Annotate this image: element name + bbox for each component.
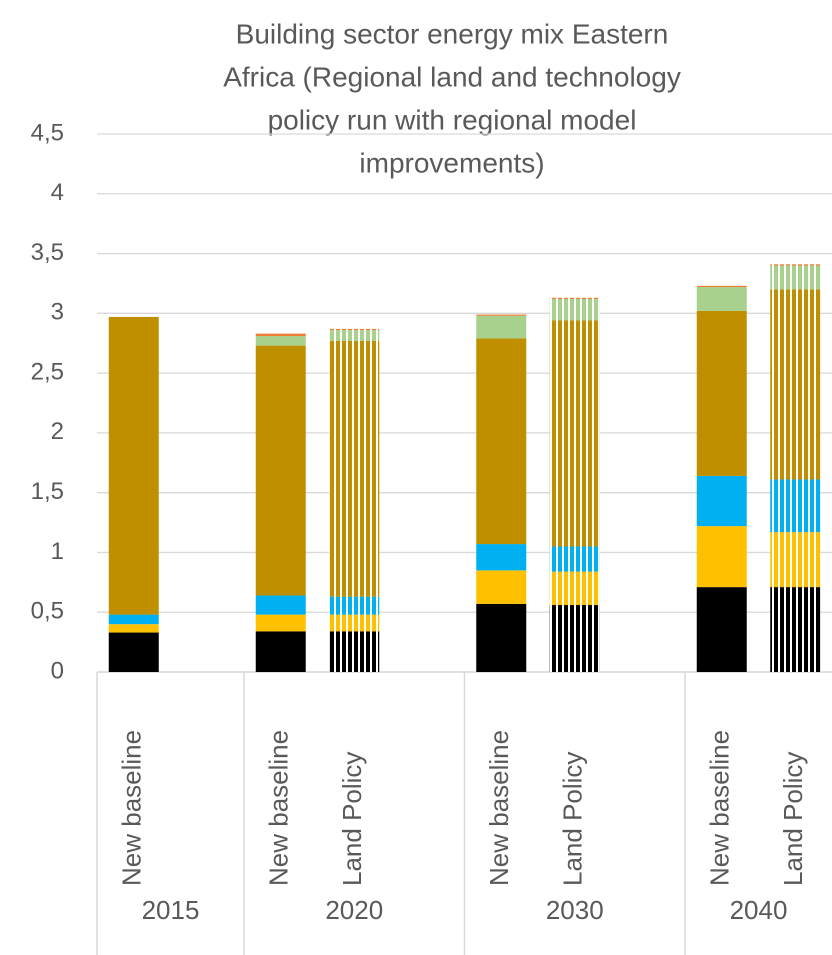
bar-segment [476,544,527,571]
bar-segment [108,614,159,625]
y-tick-label: 3 [51,299,64,326]
bar-segment [108,632,159,672]
bar-segment [255,595,306,615]
bar-segment [696,587,747,672]
bar-segment [255,345,306,596]
bar-segment [108,624,159,633]
bar-hatch [770,264,821,266]
bar-hatch [549,298,600,321]
bar-hatch [329,340,380,597]
bar-hatch [549,320,600,547]
bar-hatch [549,605,600,672]
y-tick-label: 0 [51,657,64,684]
bar-segment [696,310,747,476]
bar-hatch [329,596,380,615]
bar-hatch [329,328,380,331]
group-label: 2020 [325,895,383,925]
bar-segment [696,526,747,588]
y-tick-label: 1 [51,538,64,565]
bar-hatch [329,330,380,341]
chart-title: policy run with regional model [268,104,637,135]
group-label: 2040 [730,895,788,925]
bar-hatch [770,532,821,588]
chart-title: improvements) [359,147,544,178]
bar-segment [476,315,527,339]
bar-segment [255,336,306,346]
bar-hatch [549,571,600,606]
bar-segment [696,287,747,311]
bar-segment [108,316,159,615]
y-tick-label: 2 [51,418,64,445]
bar-hatch [549,297,600,299]
x-tick-label: Land Policy [558,752,588,886]
y-tick-label: 0,5 [31,598,64,625]
bar-segment [476,603,527,672]
chart-title: Africa (Regional land and technology [223,61,681,92]
bar-segment [255,631,306,672]
y-tick-label: 3,5 [31,239,64,266]
x-tick-label: Land Policy [337,752,367,886]
bar-segment [476,338,527,545]
x-tick-label: New baseline [117,730,147,886]
bar-hatch [770,289,821,480]
x-tick-label: New baseline [484,730,514,886]
bar-hatch [770,587,821,672]
bar-segment [476,570,527,604]
x-tick-label: New baseline [705,730,735,886]
bar-hatch [329,631,380,672]
bar-segment [255,614,306,632]
group-label: 2030 [546,895,604,925]
y-tick-label: 2,5 [31,358,64,385]
x-tick-label: New baseline [264,730,294,886]
bar-hatch [770,479,821,533]
bar-segment [476,314,527,316]
bar-hatch [770,265,821,290]
group-label: 2015 [142,895,200,925]
y-tick-label: 1,5 [31,478,64,505]
y-tick-label: 4 [51,179,64,206]
bar-hatch [329,614,380,632]
bar-segment [696,475,747,527]
bar-hatch [549,546,600,572]
y-tick-label: 4,5 [31,119,64,146]
x-tick-label: Land Policy [778,752,808,886]
bar-segment [255,333,306,337]
bar-segment [696,285,747,288]
chart-title: Building sector energy mix Eastern [236,18,669,49]
